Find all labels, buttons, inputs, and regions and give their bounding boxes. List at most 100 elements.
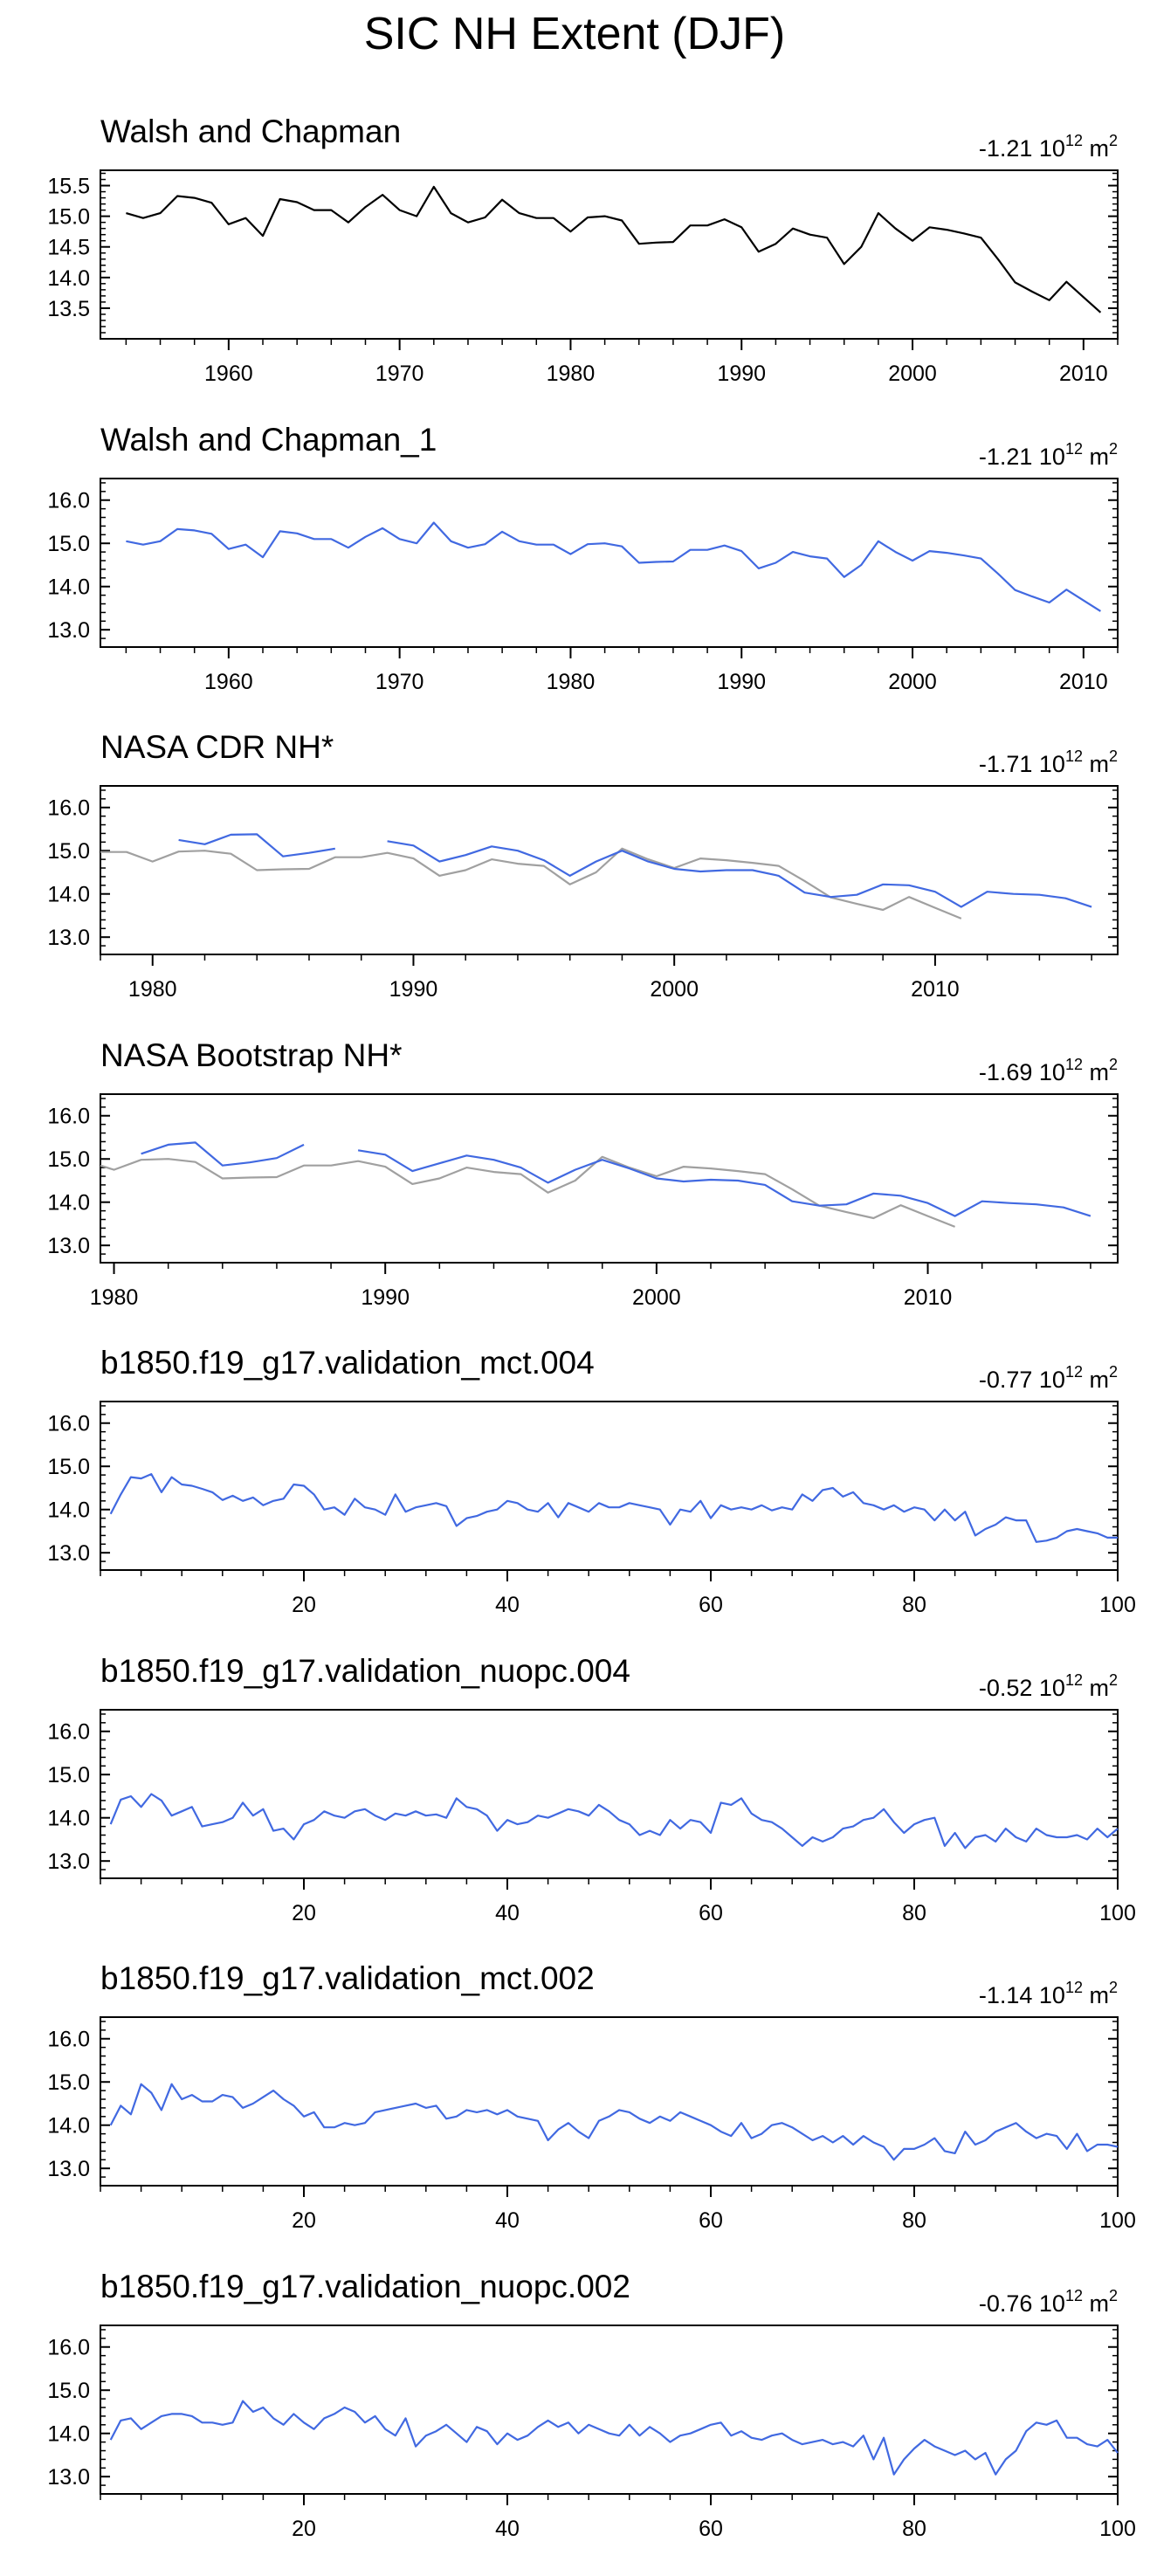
trend-exp: 12 (1065, 1979, 1083, 1996)
panel-3: NASA CDR NH* -1.71 1012 m2 13.0 14.0 15.0 16.… (47, 729, 1119, 1002)
x-tick-label: 1980 (128, 977, 177, 1002)
y-tick-label: 13.0 (47, 2465, 90, 2490)
trend-annotation: -0.76 1012 m2 (979, 2287, 1118, 2317)
x-tick-label: 1970 (375, 670, 424, 694)
x-tick-label: 60 (699, 2517, 723, 2541)
trend-suffix-exp: 2 (1109, 132, 1118, 149)
y-tick-label: 15.0 (47, 532, 90, 556)
panels: Walsh and Chapman -1.21 1012 m213.514.014… (47, 114, 1136, 2541)
trend-suffix-exp: 2 (1109, 1979, 1118, 1996)
panel-title: NASA Bootstrap NH* (100, 1037, 402, 1073)
x-tick-label: 80 (902, 2208, 926, 2233)
y-tick-label: 14.5 (47, 236, 90, 260)
trend-suffix: m (1083, 751, 1109, 777)
x-tick-label: 20 (292, 2208, 316, 2233)
series-line-2 (141, 1141, 305, 1167)
trend-unit: 10 (1039, 1059, 1065, 1085)
trend-exp: 12 (1065, 1056, 1083, 1073)
x-tick-label: 1990 (389, 977, 438, 1002)
plot-frame (100, 169, 1119, 340)
trend-value: -1.69 (979, 1059, 1039, 1085)
trend-unit: 10 (1039, 135, 1065, 162)
panel-7: b1850.f19_g17.validation_mct.002 -1.14 10… (47, 1960, 1136, 2233)
trend-suffix-exp: 2 (1109, 747, 1118, 765)
x-tick-label: 1970 (375, 362, 424, 386)
y-tick-label: 15.0 (47, 2379, 90, 2403)
x-tick-label: 1960 (204, 362, 253, 386)
x-tick-label: 80 (902, 1901, 926, 1925)
x-tick-label: 40 (495, 1901, 520, 1925)
x-tick-label: 40 (495, 2517, 520, 2541)
x-tick-label: 2010 (911, 977, 960, 1002)
x-tick-label: 1980 (90, 1285, 139, 1310)
trend-unit: 10 (1039, 1982, 1065, 2008)
trend-suffix: m (1083, 1982, 1109, 2008)
panel-2: Walsh and Chapman_1 -1.21 1012 m2 13.0 14.0… (47, 422, 1119, 694)
x-tick-label: 1990 (361, 1285, 410, 1310)
x-tick-label: 2010 (1059, 670, 1108, 694)
x-tick-label: 1980 (547, 670, 596, 694)
y-tick-label: 16.0 (47, 489, 90, 513)
trend-exp: 12 (1065, 1671, 1083, 1689)
panel-title: b1850.f19_g17.validation_nuopc.004 (100, 1653, 630, 1689)
x-tick-label: 100 (1099, 1593, 1136, 1617)
x-tick-label: 100 (1099, 2517, 1136, 2541)
trend-exp: 12 (1065, 1363, 1083, 1381)
y-tick-label: 15.5 (47, 175, 90, 199)
series-line-1 (109, 2083, 1119, 2161)
y-tick-label: 14.0 (47, 1498, 90, 1523)
trend-exp: 12 (1065, 2287, 1083, 2304)
trend-value: -1.21 (979, 135, 1039, 162)
x-tick-label: 1960 (204, 670, 253, 694)
trend-unit: 10 (1039, 1367, 1065, 1393)
series-line-1 (109, 2400, 1119, 2476)
x-tick-label: 1990 (717, 362, 766, 386)
panel-8: b1850.f19_g17.validation_nuopc.002 -0.76 … (47, 2269, 1136, 2541)
panel-1: Walsh and Chapman -1.21 1012 m2 13.5 14.0 14… (47, 114, 1119, 386)
y-tick-label: 16.0 (47, 2336, 90, 2360)
series-line-1 (100, 847, 962, 920)
trend-value: -0.77 (979, 1367, 1039, 1393)
trend-suffix: m (1083, 1675, 1109, 1701)
trend-suffix: m (1083, 135, 1109, 162)
trend-annotation: -1.21 1012 m2 (979, 440, 1118, 470)
y-tick-label: 13.5 (47, 297, 90, 321)
series-line-3 (357, 1149, 1091, 1217)
panel-title: NASA CDR NH* (100, 729, 334, 765)
trend-annotation: -1.14 1012 m2 (979, 1979, 1118, 2008)
x-tick-label: 2000 (888, 362, 937, 386)
x-tick-label: 1990 (717, 670, 766, 694)
x-tick-label: 20 (292, 1593, 316, 1617)
x-tick-label: 100 (1099, 1901, 1136, 1925)
trend-suffix-exp: 2 (1109, 1671, 1118, 1689)
plot-frame (100, 1709, 1119, 1879)
trend-suffix: m (1083, 2290, 1109, 2317)
series-line-1 (126, 521, 1101, 612)
trend-suffix: m (1083, 444, 1109, 470)
panel-4: NASA Bootstrap NH* -1.69 1012 m2 13.0 14.0 1… (47, 1037, 1119, 1310)
y-tick-label: 15.0 (47, 205, 90, 230)
panel-title: b1850.f19_g17.validation_mct.002 (100, 1960, 595, 1996)
panel-title: Walsh and Chapman_1 (100, 422, 437, 458)
series-line-4 (387, 840, 1092, 908)
y-tick-label: 14.0 (47, 883, 90, 907)
trend-suffix: m (1083, 1367, 1109, 1393)
trend-exp: 12 (1065, 747, 1083, 765)
x-tick-label: 2000 (650, 977, 699, 1002)
series-line-2 (178, 833, 335, 858)
x-tick-label: 40 (495, 2208, 520, 2233)
trend-exp: 12 (1065, 440, 1083, 458)
trend-annotation: -1.71 1012 m2 (979, 747, 1118, 777)
y-tick-label: 15.0 (47, 1763, 90, 1787)
x-tick-label: 2000 (632, 1285, 681, 1310)
y-tick-label: 16.0 (47, 1412, 90, 1436)
panel-5: b1850.f19_g17.validation_mct.004 -0.77 10… (47, 1345, 1136, 1617)
trend-suffix-exp: 2 (1109, 440, 1118, 458)
y-tick-label: 13.0 (47, 1541, 90, 1566)
x-tick-label: 40 (495, 1593, 520, 1617)
y-tick-label: 14.0 (47, 1191, 90, 1216)
plot-frame (100, 1401, 1119, 1571)
y-tick-label: 13.0 (47, 1234, 90, 1258)
x-tick-label: 60 (699, 1593, 723, 1617)
